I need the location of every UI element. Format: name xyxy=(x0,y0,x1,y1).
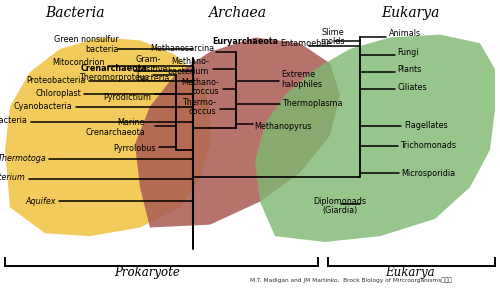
Polygon shape xyxy=(255,35,495,242)
Text: Extreme
halophiles: Extreme halophiles xyxy=(281,70,322,88)
Text: Flagellates: Flagellates xyxy=(404,121,448,130)
Text: Thermoplasma: Thermoplasma xyxy=(282,98,343,108)
Text: Methanopyrus: Methanopyrus xyxy=(254,122,312,131)
Polygon shape xyxy=(135,37,340,228)
Polygon shape xyxy=(5,37,210,236)
Text: Animals: Animals xyxy=(389,29,421,39)
Text: Pyrrolobus: Pyrrolobus xyxy=(114,144,156,153)
Text: Fungi: Fungi xyxy=(398,48,419,57)
Text: Microsporidia: Microsporidia xyxy=(401,169,455,178)
Text: Pyrodictium: Pyrodictium xyxy=(104,93,152,102)
Text: Crenarchaeota: Crenarchaeota xyxy=(80,64,148,73)
Text: Green nonsulfur
bacteria: Green nonsulfur bacteria xyxy=(54,35,119,54)
Text: Prokaryote: Prokaryote xyxy=(114,266,180,279)
Text: Entamoebae: Entamoebae xyxy=(280,39,332,48)
Text: Trichomonads: Trichomonads xyxy=(400,141,456,150)
Text: Diplomonads
(Giardia): Diplomonads (Giardia) xyxy=(314,197,366,215)
Text: Bacteria: Bacteria xyxy=(45,6,105,20)
Text: Methanosarcina: Methanosarcina xyxy=(150,44,214,53)
Text: Plants: Plants xyxy=(398,65,422,74)
Text: Euryarchaeota: Euryarchaeota xyxy=(212,37,278,46)
Text: Eukarya: Eukarya xyxy=(385,266,435,279)
Text: Flavobacteria: Flavobacteria xyxy=(0,116,28,126)
Text: Thermodesulfobacterium: Thermodesulfobacterium xyxy=(0,173,25,183)
Text: Thermo-
coccus: Thermo- coccus xyxy=(182,98,216,116)
Text: Methano-
coccus: Methano- coccus xyxy=(181,78,219,96)
Text: Mitocondrion: Mitocondrion xyxy=(52,58,105,67)
Text: Cyanobacteria: Cyanobacteria xyxy=(14,102,72,111)
Text: Aquifex: Aquifex xyxy=(26,196,56,206)
Text: M.T. Madigan and JM Martinko,  Brock Biology of Mircroorganismsを改変: M.T. Madigan and JM Martinko, Brock Biol… xyxy=(250,277,452,283)
Text: Eukarya: Eukarya xyxy=(381,6,439,20)
Text: Chloroplast: Chloroplast xyxy=(35,89,81,98)
Text: Marine
Crenarchaeota: Marine Crenarchaeota xyxy=(85,118,145,137)
Text: Thermotoga: Thermotoga xyxy=(0,154,46,163)
Text: Slime
molds: Slime molds xyxy=(320,28,345,46)
Text: Gram-
positive
bacteria: Gram- positive bacteria xyxy=(136,55,170,83)
Text: Proteobacteria: Proteobacteria xyxy=(26,75,86,85)
Text: Theromorproteus: Theromorproteus xyxy=(79,73,149,82)
Text: Archaea: Archaea xyxy=(208,6,266,20)
Text: Methano-
bacterium: Methano- bacterium xyxy=(168,58,209,76)
Text: Ciliates: Ciliates xyxy=(398,83,427,92)
